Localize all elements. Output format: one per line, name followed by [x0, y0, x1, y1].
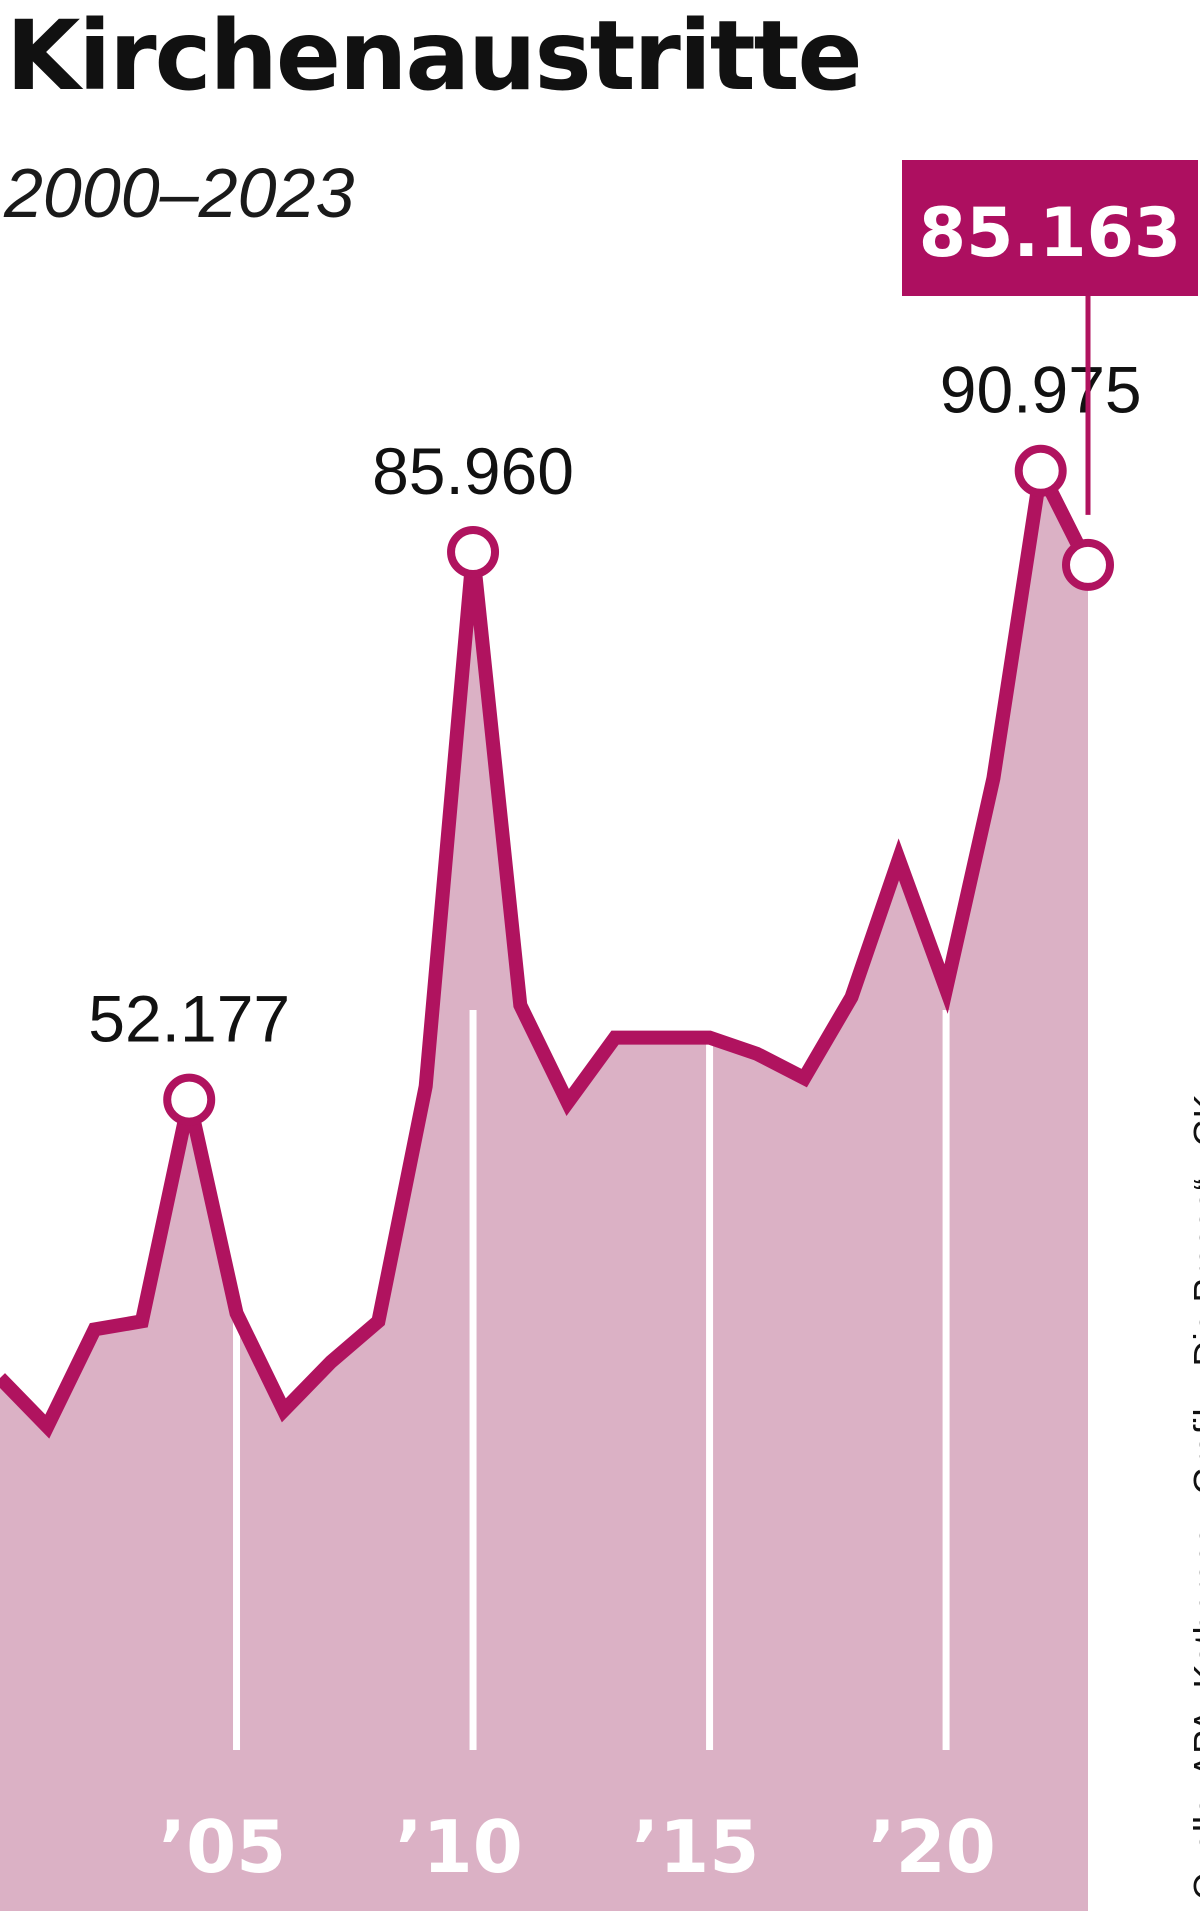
chart-subtitle: 2000–2023: [4, 154, 355, 232]
callout-box: [902, 160, 1198, 296]
gridline-layer: [233, 1010, 950, 1750]
x-tick-labels: ’05 ’10 ’15 ’20: [159, 1805, 996, 1889]
data-label-2010: 85.960: [372, 434, 574, 508]
callout: 85.163: [902, 160, 1198, 515]
marker-2023: [1062, 538, 1114, 591]
marker-2010: [447, 526, 500, 578]
area-fill: [0, 470, 1088, 1911]
series-line: [0, 447, 1095, 1439]
callout-label: 85.163: [919, 194, 1181, 273]
x-tick-label-2020: ’20: [868, 1805, 996, 1889]
source-credit: Quelle: APA, Kathpress · Grafik: „Die Pr…: [1186, 1094, 1200, 1900]
x-tick-label-2010: ’10: [395, 1805, 523, 1889]
area-layer: [0, 470, 1088, 1911]
x-tick-label-2005: ’05: [159, 1805, 287, 1889]
marker-layer: [163, 444, 1114, 1126]
chart-title: Kirchenaustritte: [6, 0, 863, 112]
data-labels: 52.177 85.960 90.975: [88, 353, 1141, 1056]
data-label-2022: 90.975: [940, 353, 1142, 427]
marker-2004: [163, 1073, 216, 1126]
marker-2022: [1014, 444, 1067, 497]
data-label-2004: 52.177: [88, 982, 290, 1056]
line-layer: [0, 447, 1095, 1439]
x-tick-label-2015: ’15: [632, 1805, 760, 1889]
